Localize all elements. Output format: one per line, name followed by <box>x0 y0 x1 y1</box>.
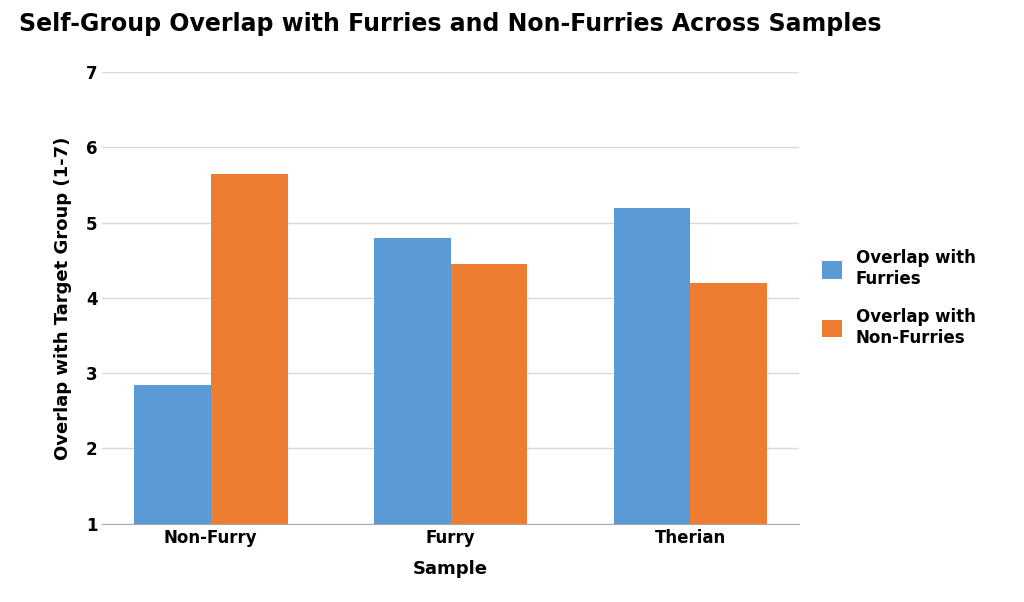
Title: Self-Group Overlap with Furries and Non-Furries Across Samples: Self-Group Overlap with Furries and Non-… <box>19 11 882 36</box>
Bar <box>374 238 451 524</box>
Bar <box>690 283 767 524</box>
X-axis label: Sample: Sample <box>413 560 488 579</box>
Bar <box>134 385 211 524</box>
Y-axis label: Overlap with Target Group (1-7): Overlap with Target Group (1-7) <box>54 136 72 460</box>
Bar <box>613 208 690 524</box>
Legend: Overlap with
Furries, Overlap with
Non-Furries: Overlap with Furries, Overlap with Non-F… <box>814 241 984 355</box>
Bar <box>451 264 527 524</box>
Bar <box>211 174 288 524</box>
